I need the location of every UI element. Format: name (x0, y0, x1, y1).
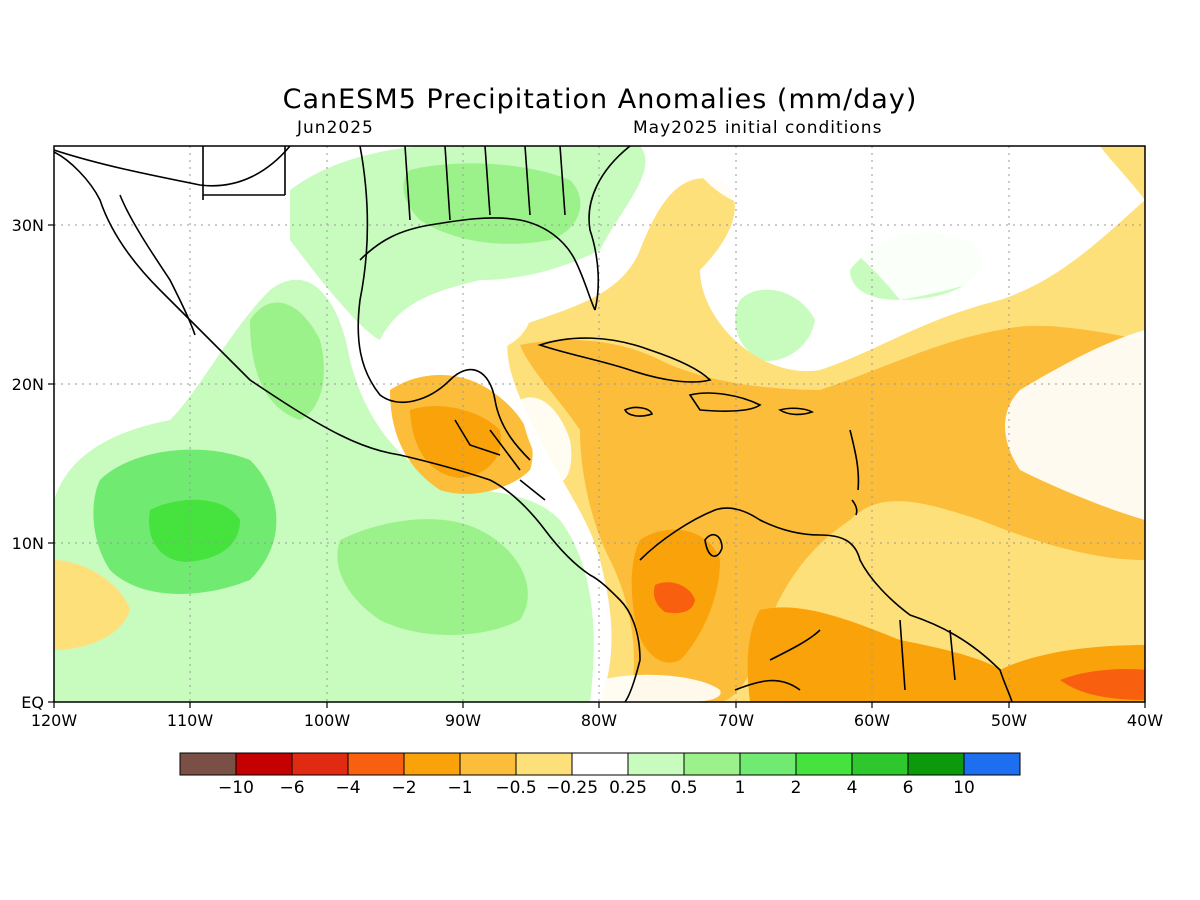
colorbar: −10 −6 −4 −2 −1 −0.5 −0.25 0.25 0.5 1 2 4 6 10 (179, 752, 1021, 798)
gridlines (54, 146, 1145, 702)
colorbar-swatch (459, 752, 517, 776)
axis-ticks (48, 224, 1146, 708)
coast-lesser-antilles (849, 429, 860, 516)
colorbar-label: 1 (735, 778, 746, 798)
colorbar-swatch (235, 752, 293, 776)
coast-mexico-pacific (54, 151, 641, 702)
chart-title: CanESM5 Precipitation Anomalies (mm/day) (282, 84, 918, 115)
coast-florida-east (588, 146, 631, 311)
colorbar-swatch (963, 752, 1021, 776)
forecast-month: Jun2025 (297, 118, 374, 138)
coast-jamaica (623, 406, 654, 417)
colorbar-swatch (907, 752, 965, 776)
colorbar-label: 2 (791, 778, 802, 798)
colorbar-label: −1 (447, 778, 472, 798)
longitude-labels: 120W 110W 100W 90W 80W 70W 60W 50W 40W (31, 711, 1163, 730)
colorbar-label: −2 (391, 778, 416, 798)
neutral-atlantic-north (680, 146, 1114, 300)
colorbar-swatch (739, 752, 797, 776)
wet-core-mexico (250, 302, 324, 420)
lon-label: 60W (854, 711, 890, 730)
lon-label: 70W (718, 711, 754, 730)
wet-region-caribbean (735, 289, 815, 361)
anomaly-fields (54, 146, 1145, 702)
colorbar-label: −6 (279, 778, 304, 798)
colorbar-swatch (851, 752, 909, 776)
colorbar-swatch (571, 752, 629, 776)
coast-gulf-of-mexico (357, 146, 531, 461)
colorbar-label: 10 (953, 778, 975, 798)
dry-region-east-pacific (54, 560, 130, 650)
lon-label: 120W (31, 711, 78, 730)
dry-region-ne (1100, 146, 1145, 200)
colorbar-swatch (179, 752, 237, 776)
coast-lake-maracaibo (704, 533, 723, 557)
colorbar-label: −0.25 (546, 778, 598, 798)
border-us-states (202, 146, 566, 221)
colorbar-swatch (515, 752, 573, 776)
dry-max-atlantic (1060, 669, 1145, 700)
neutral-gulf (420, 296, 530, 354)
lon-label: 110W (167, 711, 214, 730)
coast-us-gulf (359, 217, 596, 311)
neutral-atlantic-east (1005, 330, 1145, 520)
colorbar-swatch (795, 752, 853, 776)
colorbar-swatch (347, 752, 405, 776)
coastlines (54, 146, 1013, 702)
colorbar-label: −10 (218, 778, 254, 798)
lat-label: 10N (12, 534, 44, 553)
border-south-america (734, 619, 956, 691)
neutral-yucatan-channel (520, 397, 572, 483)
lat-label: EQ (21, 693, 44, 712)
colorbar-label: 0.25 (609, 778, 647, 798)
colorbar-label: −0.5 (495, 778, 536, 798)
coast-puerto-rico (778, 407, 814, 416)
border-central-america (454, 419, 546, 501)
lat-label: 30N (12, 216, 44, 235)
coast-baja-california (119, 194, 196, 336)
lon-label: 90W (445, 711, 481, 730)
neutral-amazon-north (600, 674, 721, 702)
coast-south-america-north (639, 507, 1013, 702)
lon-label: 80W (581, 711, 617, 730)
colorbar-label: 0.5 (670, 778, 697, 798)
colorbar-swatch (627, 752, 685, 776)
dry-core-honduras (410, 406, 501, 478)
colorbar-label: 4 (847, 778, 858, 798)
lat-label: 20N (12, 375, 44, 394)
colorbar-swatch (403, 752, 461, 776)
colorbar-swatch (683, 752, 741, 776)
initial-conditions: May2025 initial conditions (633, 118, 883, 138)
colorbar-swatch (291, 752, 349, 776)
wet-core-central (337, 519, 528, 635)
latitude-labels: EQ 10N 20N 30N (12, 216, 44, 712)
dry-core-south-america (747, 607, 1040, 702)
coast-hispaniola (688, 392, 762, 412)
coast-cuba (537, 337, 712, 383)
border-us-mexico (54, 146, 291, 187)
colorbar-label: 6 (903, 778, 914, 798)
lon-label: 100W (304, 711, 351, 730)
lon-label: 40W (1127, 711, 1163, 730)
wet-core-pacific-inner (149, 499, 240, 562)
dry-max-colombia (653, 582, 695, 614)
colorbar-label: −4 (335, 778, 360, 798)
lon-label: 50W (991, 711, 1027, 730)
